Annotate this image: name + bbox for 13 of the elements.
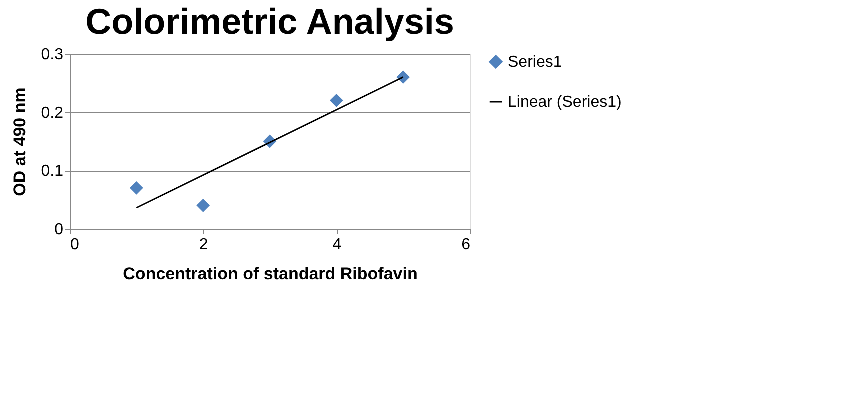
x-axis-title: Concentration of standard Ribofavin [123, 264, 418, 284]
legend-label: Series1 [508, 54, 562, 71]
y-axis-title: OD at 490 nm [10, 88, 30, 196]
chart-title: Colorimetric Analysis [86, 1, 454, 42]
x-tick-label: 6 [462, 236, 471, 254]
y-tick-label: 0 [54, 222, 64, 238]
y-tick-label: 0.3 [41, 46, 64, 64]
x-tick-label: 4 [332, 236, 342, 254]
x-tick-label: 0 [70, 236, 80, 254]
legend-label: Linear (Series1) [508, 94, 622, 111]
y-tick-label: 0.1 [41, 163, 64, 180]
x-tick-label: 2 [199, 236, 208, 254]
y-tick-label: 0.2 [41, 104, 64, 122]
